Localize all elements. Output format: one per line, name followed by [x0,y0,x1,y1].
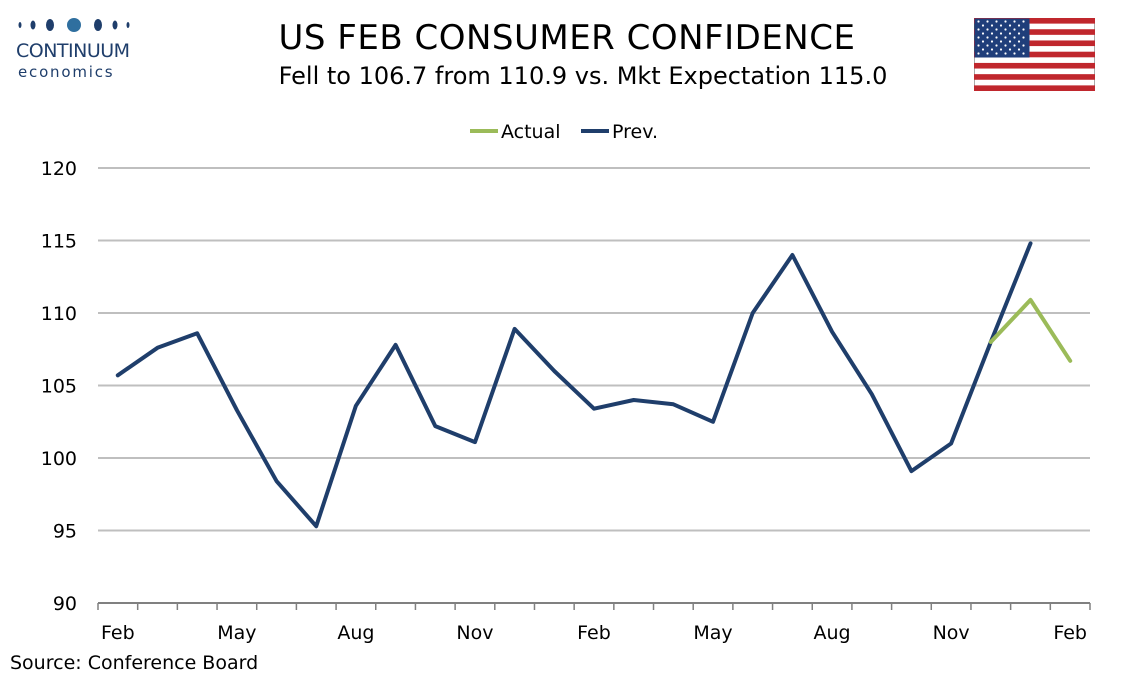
series-lines [115,241,1073,529]
x-tick-label: Feb [1053,622,1087,644]
y-tick-label: 100 [41,448,77,470]
logo-dots-icon [18,18,130,32]
x-tick-label: May [217,622,256,644]
x-tick-label: Feb [577,622,611,644]
legend: Actual Prev. [470,121,658,143]
series-line-actual [988,297,1073,363]
x-tick-label: Nov [933,622,970,644]
series-line-prev [115,241,1033,529]
legend-label: Actual [501,121,561,143]
line-chart: 120 115 110 105 100 95 90 Feb May Aug Nov Feb May Au… [41,121,1091,644]
legend-label: Prev. [612,121,658,143]
gridlines [98,167,1090,532]
x-axis [97,602,1091,610]
y-tick-label: 110 [41,303,77,325]
y-tick-label: 105 [41,376,77,398]
y-tick-label: 115 [41,231,77,253]
x-tick-label: Aug [337,622,374,644]
chart-subtitle: Fell to 106.7 from 110.9 vs. Mkt Expecta… [278,62,888,90]
logo-name: CONTINUUM [16,40,130,62]
x-tick-label: Feb [101,622,135,644]
y-tick-label: 120 [41,158,77,180]
us-flag-icon [974,18,1095,91]
source-note: Source: Conference Board [10,652,259,674]
x-tick-label: May [693,622,732,644]
x-tick-label: Aug [814,622,851,644]
x-axis-labels: Feb May Aug Nov Feb May Aug Nov Feb [101,622,1087,644]
y-tick-label: 90 [53,593,77,615]
y-axis-labels: 120 115 110 105 100 95 90 [41,158,77,615]
y-tick-label: 95 [53,521,77,543]
logo-subname: economics [18,63,115,81]
chart-title: US FEB CONSUMER CONFIDENCE [278,18,856,58]
x-tick-label: Nov [456,622,493,644]
brand-logo: CONTINUUM economics [10,12,140,82]
